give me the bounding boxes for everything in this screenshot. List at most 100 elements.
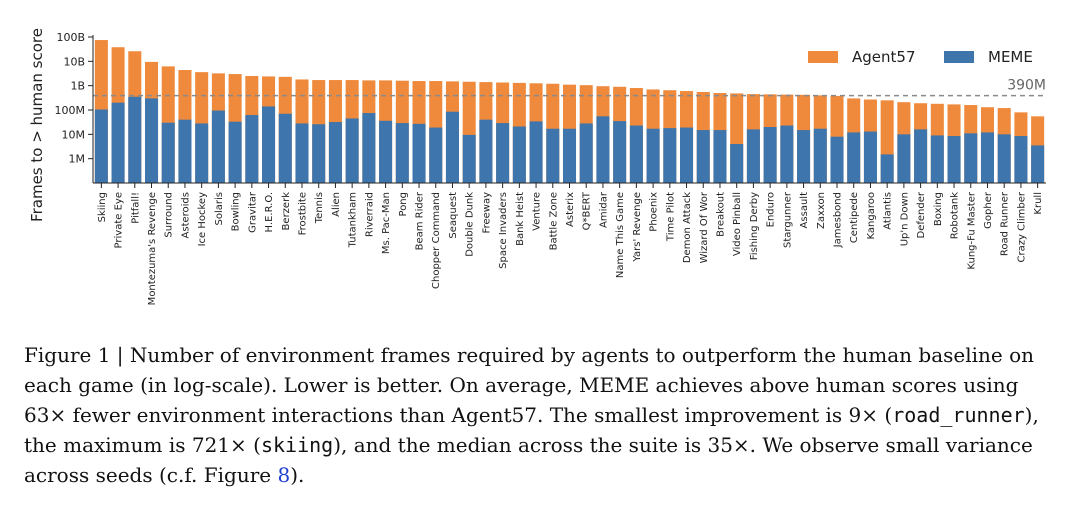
x-tick-label: Assault: [799, 192, 810, 229]
meme-bar: [1031, 145, 1045, 183]
meme-bar: [328, 122, 342, 183]
legend-label-agent57: Agent57: [852, 48, 916, 66]
x-tick-label: Surround: [164, 192, 175, 238]
x-tick-label: Zaxxon: [816, 192, 827, 229]
figure-label: Figure 1: [24, 343, 111, 367]
x-axis-ticks: Skiing Private Eye Pitfall! Montezuma's Rev…: [97, 183, 1044, 305]
caption-text-4b: ), and the median across the suite is 35…: [333, 433, 1033, 457]
x-tick-label: Space Invaders: [498, 192, 509, 269]
caption-separator: |: [110, 343, 130, 367]
x-tick-label: Crazy Climber: [1016, 191, 1027, 262]
y-tick-label: 10M: [62, 128, 86, 141]
meme-bar: [713, 130, 727, 183]
x-tick-label: Gopher: [983, 191, 994, 229]
legend-swatch-agent57: [808, 51, 838, 63]
caption-text-1: Number of environment frames required by…: [129, 343, 1035, 367]
x-tick-label: Bowling: [231, 192, 242, 231]
meme-bar: [696, 130, 710, 183]
x-tick-label: Up'n Down: [899, 192, 910, 246]
x-tick-label: Asterix: [565, 192, 576, 227]
x-tick-label: Defender: [916, 191, 927, 238]
meme-bar: [562, 128, 577, 183]
meme-bar: [144, 98, 159, 183]
x-tick-label: Phoenix: [649, 192, 660, 232]
meme-bar: [245, 115, 259, 183]
x-tick-label: Pitfall!: [130, 192, 141, 224]
x-tick-label: Frostbite: [297, 192, 308, 235]
x-tick-label: Beam Rider: [415, 191, 426, 250]
meme-bar: [529, 121, 543, 183]
meme-bar: [512, 126, 526, 183]
meme-bar: [830, 136, 844, 183]
meme-bar: [429, 127, 443, 183]
y-tick-label: 10B: [63, 55, 85, 68]
x-tick-label: Seaquest: [448, 192, 459, 239]
x-tick-label: Venture: [532, 192, 543, 231]
x-tick-label: Tennis: [314, 192, 325, 224]
meme-bar: [546, 128, 560, 183]
x-tick-label: Ice Hockey: [197, 192, 208, 247]
caption-line-5: across seeds (c.f. Figure 8).: [24, 460, 1064, 490]
y-axis-label: Frames to > human score: [28, 28, 46, 222]
meme-bar: [964, 133, 978, 183]
x-tick-label: Double Dunk: [465, 192, 476, 257]
caption-text-3a: 63× fewer environment interactions than …: [24, 403, 893, 427]
x-tick-label: H.E.R.O.: [264, 192, 275, 232]
y-tick-label: 1M: [69, 153, 86, 166]
meme-bar: [412, 123, 426, 183]
meme-bar: [680, 127, 694, 183]
x-tick-label: Alien: [331, 192, 342, 217]
caption-line-2: each game (in log-scale). Lower is bette…: [24, 373, 1019, 397]
meme-bar: [914, 129, 928, 183]
meme-bars: [94, 96, 1045, 183]
meme-bar: [479, 119, 493, 183]
x-tick-label: Ms. Pac-Man: [381, 192, 392, 254]
legend-swatch-meme: [944, 51, 974, 63]
meme-bar: [178, 119, 192, 183]
x-tick-label: Robotank: [950, 192, 961, 239]
meme-bar: [746, 129, 760, 183]
x-tick-label: Wizard Of Wor: [699, 191, 710, 263]
meme-bar: [579, 123, 593, 183]
bar-chart: Frames to > human score 1M 10M 100M 1B 10B 10…: [28, 28, 1046, 305]
caption-text-5b: ).: [290, 463, 305, 487]
caption-text-5a: across seeds (c.f. Figure: [24, 463, 278, 487]
meme-bar: [629, 125, 643, 183]
meme-bar: [730, 144, 744, 183]
x-tick-label: Solaris: [214, 192, 225, 225]
figure-8-link[interactable]: 8: [277, 463, 291, 487]
x-tick-label: Krull: [1033, 192, 1044, 215]
x-tick-label: Stargunner: [782, 191, 793, 248]
meme-bar: [813, 128, 827, 183]
meme-bar: [980, 132, 995, 183]
x-tick-label: Bank Heist: [515, 192, 526, 246]
meme-bar: [897, 134, 911, 183]
meme-bar: [462, 134, 476, 183]
code-skiing: skiing: [260, 433, 334, 457]
x-tick-label: Tutankham: [348, 192, 359, 248]
meme-bar: [395, 123, 409, 183]
caption-line-1: Figure 1 | Number of environment frames …: [24, 340, 1064, 370]
x-tick-label: Centipede: [849, 192, 860, 243]
x-tick-label: Boxing: [933, 192, 944, 226]
x-tick-label: Riverraid: [364, 192, 375, 237]
meme-bar: [195, 123, 209, 183]
y-tick-label: 100B: [56, 31, 85, 44]
x-tick-label: Jamesbond: [833, 192, 844, 248]
meme-bar: [780, 125, 794, 183]
x-tick-label: Fishing Derby: [749, 192, 760, 260]
x-tick-label: Enduro: [766, 192, 777, 227]
x-tick-label: Demon Attack: [682, 192, 693, 263]
meme-bar: [847, 132, 861, 183]
x-tick-label: Asteroids: [180, 192, 191, 238]
meme-bar: [94, 109, 108, 183]
meme-bar: [262, 106, 276, 183]
figure-caption: Figure 1 | Number of environment frames …: [24, 340, 1064, 490]
meme-bar: [663, 128, 677, 183]
caption-line-3: 63× fewer environment interactions than …: [24, 400, 1064, 430]
meme-bar: [362, 113, 376, 183]
x-tick-label: Q*BERT: [582, 191, 593, 230]
x-tick-label: Private Eye: [114, 192, 125, 248]
meme-bar: [128, 96, 142, 183]
x-tick-label: Breakout: [715, 192, 726, 237]
